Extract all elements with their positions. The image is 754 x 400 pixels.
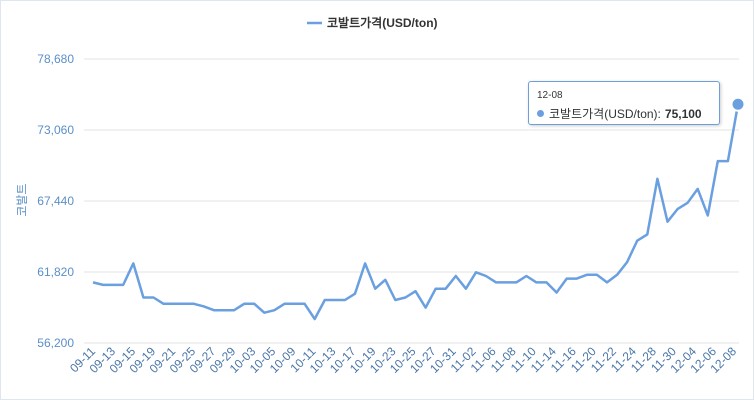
series-group: [92, 96, 746, 321]
tooltip-series-dot: [537, 110, 544, 117]
y-tick-label: 61,820: [37, 265, 74, 279]
tooltip-x-label: 12-08: [537, 90, 563, 101]
grid-lines: [84, 58, 739, 344]
tooltip-value: 75,100: [664, 106, 702, 121]
y-tick-label: 56,200: [37, 336, 74, 350]
legend[interactable]: 코발트가격(USD/ton): [307, 15, 438, 30]
tooltip: 12-08 코발트가격(USD/ton): 75,100: [528, 81, 720, 125]
y-tick-label: 78,680: [37, 52, 74, 66]
legend-label: 코발트가격(USD/ton): [327, 15, 438, 30]
data-point-highlight[interactable]: [730, 96, 746, 112]
y-tick-label: 73,060: [37, 123, 74, 137]
x-axis-ticks: 09-1109-1309-1509-1909-2109-2509-2709-29…: [67, 344, 739, 376]
series-line[interactable]: [92, 103, 740, 321]
y-axis-ticks: 56,200 61,820 67,440 73,060 78,680: [37, 52, 74, 350]
y-tick-label: 67,440: [37, 194, 74, 208]
y-axis-label: 코발트: [15, 183, 29, 216]
tooltip-series-name: 코발트가격(USD/ton):: [549, 107, 661, 121]
